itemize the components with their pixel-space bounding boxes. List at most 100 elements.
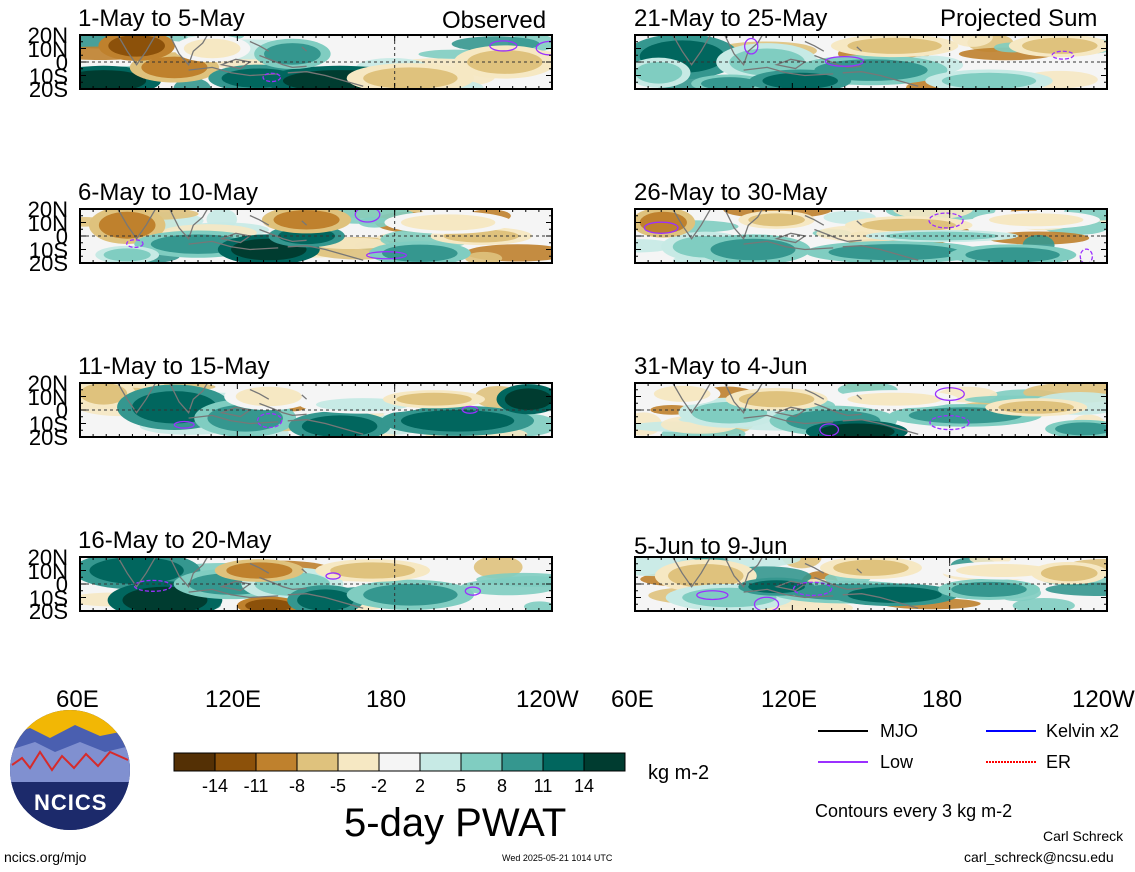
low-contour [464,586,482,596]
pwat-anomaly [400,410,515,432]
lat-tick-label: 20N [27,23,68,48]
pwat-field [635,209,1107,263]
pwat-anomaly [465,251,503,263]
low-contour [824,55,865,67]
lat-tick-label: 20N [27,197,68,222]
colorbar-swatch [378,752,421,772]
lat-tick-label: 0 [55,50,68,75]
lat-tick-label: 10N [27,558,68,584]
colorbar-swatch [296,752,339,772]
pwat-anomaly [476,572,552,586]
coastline [804,388,825,400]
pwat-anomaly [103,248,151,262]
map-panel-3 [79,382,553,438]
coastline [259,402,307,417]
coastline [724,35,763,66]
pwat-anomaly [833,559,909,576]
coastline [856,46,863,52]
pwat-anomaly [847,586,942,603]
low-contour [173,420,195,429]
low-contour [126,239,144,249]
panel-title-7: 31-May to 4-Jun [634,353,808,380]
pwat-anomaly [748,213,805,227]
panel-title-1: 1-May to 5-May [78,5,245,32]
pwat-anomaly [861,218,956,232]
coastline [287,419,364,435]
footer-timestamp: Wed 2025-05-21 1014 UTC [502,853,613,863]
coastline [672,35,712,66]
panel-title-8: 5-Jun to 9-Jun [634,533,788,560]
pwat-anomaly [653,385,711,402]
pwat-anomaly [467,50,543,74]
colorbar-tick-label: -8 [288,776,305,796]
low-contour [753,596,780,611]
low-contour [643,221,679,234]
pwat-anomaly [1022,37,1098,54]
coastline [743,240,834,251]
coastline [672,209,712,240]
coastline [169,209,208,240]
coastline [249,562,270,574]
coastline [842,71,919,87]
panel-title-2: 6-May to 10-May [78,179,259,206]
logo-line [11,750,129,772]
pwat-anomaly [1012,597,1075,611]
coastline [814,402,862,417]
pwat-anomaly [828,244,961,261]
ncics-logo [10,710,130,830]
low-contour [792,581,833,597]
pwat-anomaly [226,562,293,579]
lat-tick-label: 0 [55,224,68,249]
coastline [259,228,307,243]
map-panel-8 [634,556,1108,612]
low-contour [489,40,518,52]
coastline [804,214,825,226]
pwat-field [635,383,1107,437]
colorbar-swatch [542,752,585,772]
map-panel-1 [79,34,553,90]
coastline [169,557,208,588]
coastline [724,209,763,240]
map-panel-7 [634,382,1108,438]
coastline [814,228,862,243]
coastline [842,245,919,261]
colorbar-tick-label: 8 [496,776,507,796]
coastline [743,414,834,425]
pwat-anomaly [701,77,758,89]
coastline [301,220,308,226]
pwat-field [80,35,552,89]
lat-tick-label: 10S [28,411,68,437]
lon-tick-120e-left: 120E [205,686,262,713]
pwat-field [635,557,1107,611]
chart-title: 5-day PWAT [344,801,567,845]
lat-tick-label: 0 [55,572,68,597]
coastline [249,214,270,226]
pwat-anomaly [847,37,942,54]
footer-email[interactable]: carl_schreck@ncsu.edu [964,849,1114,865]
coastline [842,593,919,609]
pwat-anomaly [301,415,378,437]
low-contour [1051,50,1075,60]
lat-tick-label: 20N [27,371,68,396]
logo-text: NCICS [34,790,108,815]
colorbar-swatch [460,752,503,772]
low-contour [696,590,729,601]
lat-tick-label: 10N [27,210,68,236]
coastline [842,419,919,435]
pwat-anomaly [273,210,340,230]
map-panel-6 [634,208,1108,264]
lat-tick-label: 10N [27,36,68,62]
lon-tick-120w-left: 120W [516,686,579,713]
pwat-anomaly [941,72,1037,89]
colorbar-tick-label: -5 [329,776,346,796]
footer-url[interactable]: ncics.org/mjo [4,849,87,865]
coastline [287,71,364,87]
legend-label-kelvin: Kelvin x2 [1046,721,1120,741]
colorbar-tick-label: -11 [243,776,269,796]
pwat-anomaly [1040,565,1098,582]
pwat-field [80,209,552,263]
pwat-field [80,383,552,437]
contour-note: Contours every 3 kg m-2 [815,801,1013,821]
colorbar-tick-label: 5 [455,776,466,796]
coastline [117,383,157,414]
